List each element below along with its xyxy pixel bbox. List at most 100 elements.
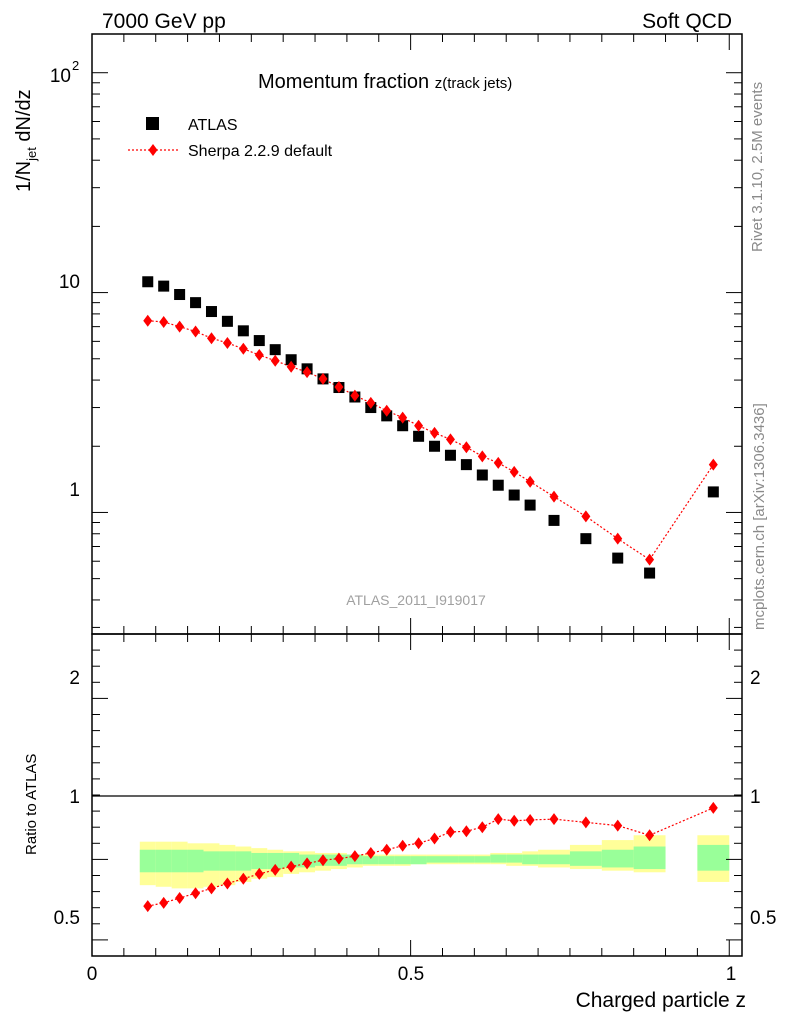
sherpa-point <box>270 354 280 367</box>
sherpa-point <box>254 349 264 362</box>
ratio-sherpa-point <box>445 826 455 839</box>
ratio-sherpa-point <box>509 814 519 827</box>
sherpa-point <box>159 315 169 328</box>
ratio-band-inner <box>219 851 236 871</box>
sherpa-point <box>398 411 408 424</box>
ratio-sherpa-point <box>366 846 376 859</box>
ratio-sherpa-point <box>270 863 280 876</box>
sherpa-point <box>366 396 376 409</box>
sherpa-point <box>525 475 535 488</box>
sherpa-point <box>143 314 153 327</box>
ratio-band-inner <box>362 856 379 865</box>
sherpa-point <box>350 389 360 402</box>
atlas-point <box>548 514 560 526</box>
ratio-band-inner <box>203 851 220 871</box>
ratio-band-inner <box>187 849 204 873</box>
sherpa-point <box>645 553 655 566</box>
ratio-band-inner <box>474 856 491 863</box>
ratio-sherpa-point <box>318 854 328 867</box>
ratio-y-tick-label-0-5: 0.5 <box>54 908 80 929</box>
ratio-band-inner <box>426 856 443 863</box>
y-tick-label-1: 1 <box>69 480 80 501</box>
ratio-sherpa-point <box>581 816 591 829</box>
ratio-band-inner <box>569 851 602 866</box>
header-right-title: Soft QCD <box>642 10 732 33</box>
y-axis-title-rest: dN/dz <box>13 89 35 147</box>
ratio-sherpa-point <box>430 832 440 845</box>
atlas-point <box>429 440 441 452</box>
ratio-sherpa-point <box>222 877 232 890</box>
ratio-band-inner <box>283 852 300 868</box>
y-tick-label-100-base: 10 <box>50 66 71 87</box>
ratio-sherpa-point <box>414 837 424 850</box>
ratio-y-tick-label-2: 2 <box>69 668 80 689</box>
sherpa-point <box>222 336 232 349</box>
sherpa-point <box>461 441 471 454</box>
main-plot-ticks <box>91 34 742 634</box>
sherpa-point <box>549 490 559 503</box>
ratio-sherpa-point <box>525 813 535 826</box>
atlas-point <box>285 354 297 366</box>
atlas-point <box>460 459 472 471</box>
ratio-band-inner <box>506 854 523 863</box>
sherpa-point <box>238 342 248 355</box>
atlas-point <box>492 479 504 491</box>
ratio-band-inner <box>139 849 156 873</box>
ratio-sherpa-point <box>477 821 487 834</box>
ratio-sherpa-point <box>175 892 185 905</box>
y-tick-label-10: 10 <box>59 272 80 293</box>
legend-atlas-label: ATLAS <box>188 117 238 134</box>
ratio-band-inner <box>394 856 411 865</box>
ratio-sherpa-point <box>238 872 248 885</box>
sherpa-point <box>286 360 296 373</box>
sherpa-line <box>147 320 714 561</box>
analysis-watermark: ATLAS_2011_I919017 <box>346 592 486 608</box>
x-axis-title: Charged particle z <box>576 989 746 1012</box>
sherpa-point <box>318 372 328 385</box>
ratio-band-inner <box>697 844 730 871</box>
atlas-point <box>269 344 281 356</box>
sherpa-point <box>445 433 455 446</box>
plot-title-sub: z(track jets) <box>435 75 513 92</box>
y-tick-label-100-exponent: 2 <box>72 58 79 73</box>
y-tick-label-100: 10 <box>50 66 71 87</box>
ratio-y-tick-label-0-5-right: 0.5 <box>750 908 776 929</box>
main-plot-panel: Momentum fraction z(track jets) ATLAS Sh… <box>13 33 743 635</box>
ratio-band-inner <box>251 852 268 870</box>
atlas-point <box>174 289 186 301</box>
ratio-y-tick-label-1: 1 <box>69 787 80 808</box>
atlas-point <box>142 276 154 288</box>
sherpa-point <box>334 381 344 394</box>
y-axis-title-main: 1/N <box>13 161 35 192</box>
ratio-band-inner <box>155 849 172 873</box>
atlas-point <box>397 420 409 432</box>
ratio-y-axis-title: Ratio to ATLAS <box>23 754 40 855</box>
ratio-sherpa-point <box>549 813 559 826</box>
ratio-sherpa-point <box>382 843 392 856</box>
sherpa-point <box>493 456 503 469</box>
atlas-point <box>205 306 217 318</box>
sherpa-point <box>382 404 392 417</box>
atlas-point <box>190 297 202 309</box>
ratio-sherpa-point <box>350 850 360 863</box>
ratio-sherpa-point <box>191 887 201 900</box>
ratio-sherpa-point <box>206 882 216 895</box>
ratio-sherpa-point <box>613 819 623 832</box>
sherpa-point <box>613 532 623 545</box>
ratio-band-inner <box>235 851 252 871</box>
ratio-sherpa-point <box>334 852 344 865</box>
ratio-band-inner <box>458 856 475 863</box>
sherpa-point <box>414 419 424 432</box>
rivet-version-label: Rivet 3.1.10, 2.5M events <box>749 82 766 252</box>
sherpa-point <box>206 332 216 345</box>
y-axis-title-sub: jet <box>24 147 39 162</box>
plot-title-main: Momentum fraction <box>258 71 435 93</box>
ratio-band-inner <box>490 854 507 863</box>
plot-title: Momentum fraction z(track jets) <box>258 71 512 93</box>
atlas-point <box>644 567 656 579</box>
atlas-point <box>580 533 592 545</box>
ratio-band-inner <box>442 856 459 863</box>
ratio-band-inner <box>378 856 395 865</box>
ratio-sherpa-point <box>302 857 312 870</box>
